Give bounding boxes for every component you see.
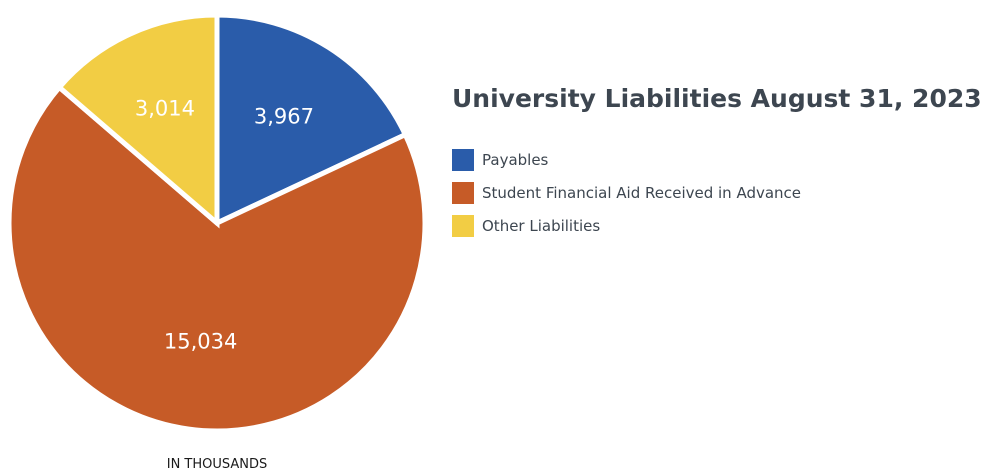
legend-item-other-liabilities: Other Liabilities (452, 215, 801, 237)
pie-slices (6, 12, 428, 434)
chart-title: University Liabilities August 31, 2023 (452, 84, 982, 113)
pie-slice-other-liabilities (55, 12, 220, 229)
pie-slice-payables (214, 12, 409, 227)
legend-swatch (452, 215, 474, 237)
legend: Payables Student Financial Aid Received … (452, 149, 801, 248)
legend-swatch (452, 182, 474, 204)
legend-item-payables: Payables (452, 149, 801, 171)
legend-label: Student Financial Aid Received in Advanc… (482, 184, 802, 202)
slice-label-other-liabilities: 3,014 (135, 97, 195, 121)
legend-label: Payables (482, 151, 549, 169)
slice-label-payables: 3,967 (254, 105, 314, 129)
pie-slice-labels: 3,967 15,034 3,014 (135, 97, 314, 354)
pie-chart: 3,967 15,034 3,014 IN THOUSANDS (6, 12, 428, 471)
units-footnote: IN THOUSANDS (167, 457, 268, 471)
pie-slice-student-financial-aid (6, 83, 428, 434)
legend-item-student-financial-aid: Student Financial Aid Received in Advanc… (452, 182, 801, 204)
legend-label: Other Liabilities (482, 217, 601, 235)
slice-label-student-financial-aid: 15,034 (164, 330, 237, 354)
legend-swatch (452, 149, 474, 171)
